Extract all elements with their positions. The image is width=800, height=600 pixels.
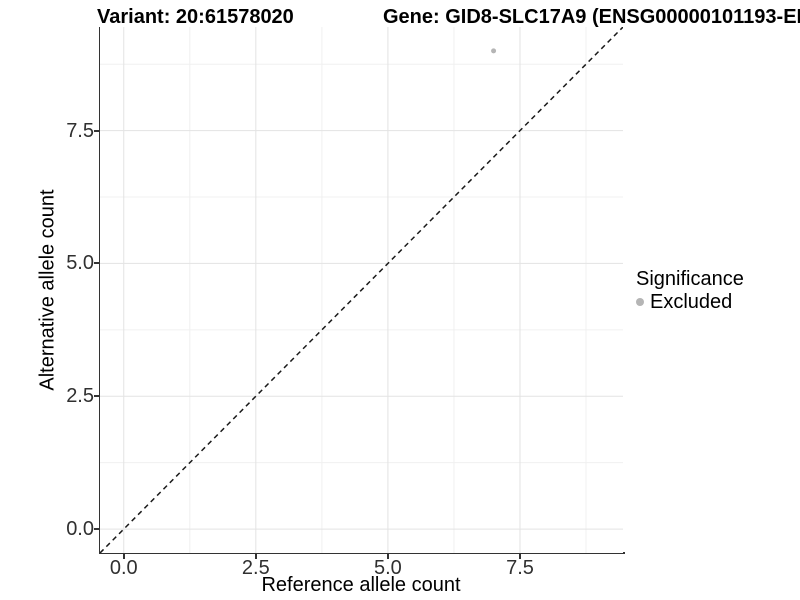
y-tick-mark	[94, 129, 99, 132]
y-tick-label-3: 7.5	[66, 119, 94, 142]
data-point	[491, 48, 497, 54]
x-tick-mark	[518, 554, 521, 559]
x-tick-mark	[386, 554, 389, 559]
plot-title-variant: Variant: 20:61578020	[97, 6, 294, 28]
plot-canvas	[99, 26, 624, 554]
x-tick-mark	[254, 554, 257, 559]
y-axis-title: Alternative allele count	[36, 189, 59, 391]
y-tick-mark	[94, 395, 99, 398]
identity-reference-line	[99, 26, 624, 554]
y-tick-label-1: 2.5	[66, 385, 94, 408]
x-tick-label-2: 5.0	[374, 557, 402, 579]
x-axis-title: Reference allele count	[261, 574, 461, 596]
x-tick-mark	[122, 554, 125, 559]
plot-panel	[99, 26, 624, 554]
y-tick-label-0: 0.0	[66, 518, 94, 541]
x-tick-label-3: 7.5	[506, 557, 534, 579]
legend-item-excluded: Excluded	[636, 291, 744, 313]
plot-title-gene: Gene: GID8-SLC17A9 (ENSG00000101193-EN	[383, 6, 800, 28]
excluded-point-icon	[636, 298, 644, 306]
y-tick-mark	[94, 528, 99, 531]
legend-item-label: Excluded	[650, 291, 733, 313]
x-tick-label-1: 2.5	[241, 557, 270, 579]
y-tick-label-2: 5.0	[66, 252, 94, 275]
legend-title: Significance	[636, 268, 744, 290]
x-axis-line	[99, 552, 625, 554]
x-tick-label-0: 0.0	[109, 557, 138, 579]
legend: Significance Excluded	[636, 268, 744, 313]
y-tick-mark	[94, 262, 99, 265]
